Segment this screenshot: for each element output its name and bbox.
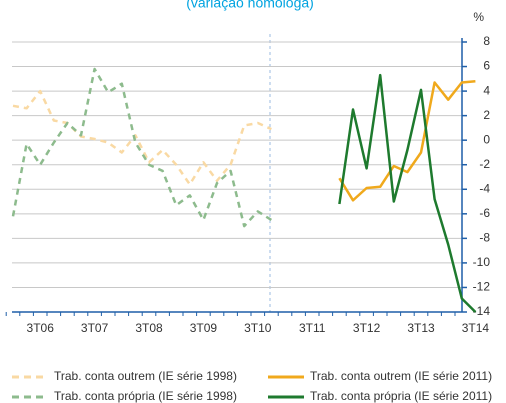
legend-label: Trab. conta própria (IE série 2011) (310, 389, 492, 403)
chart-title: (variação homóloga) (186, 0, 314, 11)
y-tick-label: 4 (483, 83, 490, 97)
x-tick-label: 3T13 (407, 321, 435, 335)
x-tick-label: 3T06 (27, 321, 55, 335)
x-tick-label: 3T12 (353, 321, 381, 335)
x-tick-label: 3T08 (135, 321, 163, 335)
y-tick-label: 6 (483, 59, 490, 73)
legend-label: Trab. conta outrem (IE série 2011) (310, 369, 492, 383)
y-tick-label: 2 (483, 108, 490, 122)
y-tick-label: -10 (473, 255, 491, 269)
x-tick-label: 3T10 (244, 321, 272, 335)
x-tick-label: 3T07 (81, 321, 109, 335)
y-tick-label: 0 (483, 132, 490, 146)
x-tick-label: 3T11 (299, 321, 326, 335)
legend-label: Trab. conta própria (IE série 1998) (54, 389, 237, 403)
y-tick-label: -2 (479, 157, 490, 171)
y-tick-label: -12 (473, 280, 491, 294)
y-unit: % (473, 10, 484, 24)
y-tick-label: -4 (479, 181, 490, 195)
series-line (338, 73, 477, 313)
series-line (12, 89, 272, 186)
y-tick-label: -6 (479, 206, 490, 220)
y-tick-label: 8 (483, 34, 490, 48)
y-tick-label: -8 (479, 231, 490, 245)
x-tick-label: 3T14 (462, 321, 490, 335)
y-tick-label: -14 (473, 304, 491, 318)
x-tick-label: 3T09 (190, 321, 218, 335)
legend-label: Trab. conta outrem (IE série 1998) (54, 369, 237, 383)
series-line (338, 80, 476, 202)
